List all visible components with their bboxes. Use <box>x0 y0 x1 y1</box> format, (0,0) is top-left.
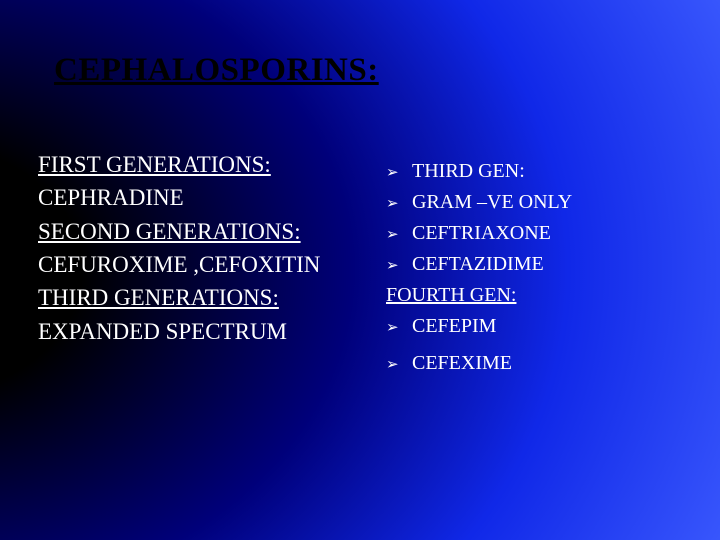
list-item: ➢ CEFEXIME <box>386 348 682 379</box>
list-item: ➢ THIRD GEN: <box>386 156 682 187</box>
right-item-gram-ve: GRAM –VE ONLY <box>412 187 572 218</box>
chevron-right-icon: ➢ <box>386 316 412 339</box>
left-item-cephradine: CEPHRADINE <box>38 181 378 214</box>
slide-body: FIRST GENERATIONS: CEPHRADINE SECOND GEN… <box>38 148 682 379</box>
left-column: FIRST GENERATIONS: CEPHRADINE SECOND GEN… <box>38 148 378 379</box>
right-column: ➢ THIRD GEN: ➢ GRAM –VE ONLY ➢ CEFTRIAXO… <box>378 148 682 379</box>
list-item: ➢ CEFEPIM <box>386 311 682 342</box>
right-heading-fourth-gen: FOURTH GEN: <box>386 280 682 311</box>
chevron-right-icon: ➢ <box>386 192 412 215</box>
chevron-right-icon: ➢ <box>386 223 412 246</box>
right-item-ceftriaxone: CEFTRIAXONE <box>412 218 551 249</box>
left-heading-second-gen: SECOND GENERATIONS: <box>38 215 378 248</box>
chevron-right-icon: ➢ <box>386 353 412 376</box>
left-item-cefuroxime: CEFUROXIME ,CEFOXITIN <box>38 248 378 281</box>
right-item-cefepim: CEFEPIM <box>412 311 496 342</box>
slide-title: CEPHALOSPORINS: <box>54 52 379 89</box>
right-item-cefexime: CEFEXIME <box>412 348 512 379</box>
slide: CEPHALOSPORINS: FIRST GENERATIONS: CEPHR… <box>0 0 720 540</box>
chevron-right-icon: ➢ <box>386 254 412 277</box>
list-item: ➢ CEFTRIAXONE <box>386 218 682 249</box>
list-item: ➢ GRAM –VE ONLY <box>386 187 682 218</box>
chevron-right-icon: ➢ <box>386 161 412 184</box>
left-heading-first-gen: FIRST GENERATIONS: <box>38 148 378 181</box>
right-item-ceftazidime: CEFTAZIDIME <box>412 249 544 280</box>
right-item-third-gen: THIRD GEN: <box>412 156 525 187</box>
left-item-expanded: EXPANDED SPECTRUM <box>38 315 378 348</box>
list-item: ➢ CEFTAZIDIME <box>386 249 682 280</box>
left-heading-third-gen: THIRD GENERATIONS: <box>38 281 378 314</box>
